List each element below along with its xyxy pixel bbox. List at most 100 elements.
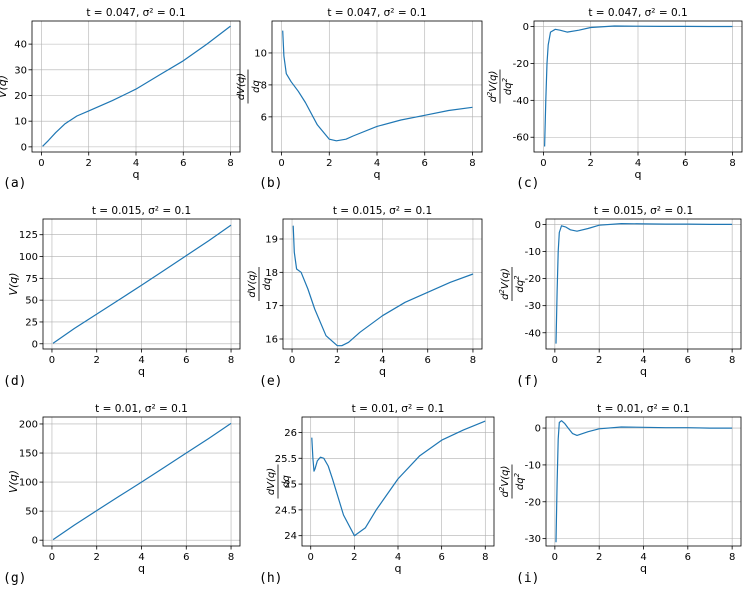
y-tick-label: 25 (25, 317, 38, 328)
y-tick-label: 25 (284, 480, 297, 491)
x-axis-label: q (374, 168, 381, 181)
x-axis-label: q (635, 168, 642, 181)
x-tick-label: 4 (138, 355, 144, 366)
chart-title: t = 0.047, σ² = 0.1 (588, 7, 687, 19)
panel-label: (f) (516, 374, 539, 389)
panel-label: (i) (516, 571, 539, 586)
subplot-6: 0 2 4 6 8 -40 -30 -20 -10 0 t = 0.015, σ² = 0.1 q d2… (498, 205, 742, 389)
y-label-denominator: dq (262, 278, 273, 291)
x-axis-label: q (640, 562, 647, 575)
y-tick-label: 125 (19, 230, 38, 241)
y-axis-label: dV(q) dq (236, 69, 262, 104)
x-tick-label: 4 (640, 355, 646, 366)
y-label-denominator: dq (281, 475, 292, 488)
x-tick-label: 2 (326, 158, 332, 169)
x-axis-label: q (138, 365, 145, 378)
x-tick-label: 6 (682, 158, 688, 169)
y-tick-label: 75 (25, 274, 38, 285)
chart-title: t = 0.01, σ² = 0.1 (597, 403, 690, 415)
y-label-denominator: dq2 (513, 472, 526, 490)
x-tick-label: 2 (596, 552, 602, 563)
x-tick-label: 6 (183, 552, 189, 563)
series-line (282, 30, 473, 142)
x-tick-label: 6 (183, 355, 189, 366)
x-tick-label: 6 (438, 552, 444, 563)
y-tick-label: -40 (525, 328, 541, 339)
x-tick-label: 4 (138, 552, 144, 563)
subplot-1: 0 2 4 6 8 0 10 20 30 40 t = 0.047, σ² = 0.1 q V(q) (a… (0, 7, 241, 191)
y-tick-label: 50 (25, 507, 38, 518)
y-tick-label: -30 (525, 301, 541, 312)
y-tick-label: -60 (513, 133, 529, 144)
y-tick-label: -10 (525, 460, 541, 471)
x-tick-label: 4 (640, 552, 646, 563)
x-tick-label: 0 (308, 552, 314, 563)
x-tick-label: 6 (180, 158, 186, 169)
series-line (555, 420, 733, 543)
y-label-denominator: dq2 (513, 275, 526, 293)
panel-label: (e) (259, 374, 282, 389)
x-tick-label: 6 (685, 552, 691, 563)
chart-title: t = 0.015, σ² = 0.1 (92, 205, 191, 217)
x-tick-label: 8 (470, 355, 476, 366)
series-line (292, 225, 474, 347)
y-axis-label: V(q) (7, 470, 20, 493)
series-line (311, 420, 486, 537)
x-tick-label: 2 (94, 355, 100, 366)
y-tick-label: 10 (254, 48, 267, 59)
panel-label: (a) (3, 176, 26, 191)
panel-label: (h) (259, 571, 282, 586)
panel-label: (g) (3, 571, 26, 586)
y-tick-label: 0 (535, 424, 541, 435)
y-tick-label: 19 (265, 235, 278, 246)
x-tick-label: 4 (379, 355, 385, 366)
x-tick-label: 6 (685, 355, 691, 366)
x-tick-label: 8 (729, 552, 735, 563)
x-axis-label: q (640, 365, 647, 378)
y-tick-label: 17 (265, 301, 278, 312)
y-tick-label: 200 (19, 419, 38, 430)
x-tick-label: 2 (86, 158, 92, 169)
series-line (555, 223, 733, 344)
x-axis-label: q (133, 168, 140, 181)
y-label-numerator: dV(q) (247, 270, 258, 297)
chart-title: t = 0.01, σ² = 0.1 (95, 403, 188, 415)
y-axis-label: dV(q) dq (247, 267, 273, 301)
subplot-4: 0 2 4 6 8 0 25 50 75 100 125 t = 0.015, σ² = 0.1 q V(… (3, 205, 241, 389)
y-tick-label: -40 (513, 96, 529, 107)
subplot-7: 0 2 4 6 8 0 50 100 150 200 t = 0.01, σ² = 0.1 q V(q)… (3, 403, 241, 586)
panel-label: (c) (516, 176, 539, 191)
x-tick-label: 0 (540, 158, 546, 169)
x-tick-label: 8 (729, 355, 735, 366)
y-label-numerator: d2V(q) (486, 71, 499, 103)
x-tick-label: 0 (278, 158, 284, 169)
chart-title: t = 0.015, σ² = 0.1 (333, 205, 432, 217)
x-tick-label: 2 (351, 552, 357, 563)
x-tick-label: 8 (228, 355, 234, 366)
y-axis-label: dV(q) dq (266, 464, 292, 499)
subplot-5: 0 2 4 6 8 16 17 18 19 t = 0.015, σ² = 0.1 q dV(q) dq… (247, 205, 483, 389)
x-axis-label: q (379, 365, 386, 378)
x-tick-label: 0 (49, 552, 55, 563)
subplot-3: 0 2 4 6 8 -60 -40 -20 0 t = 0.047, σ² = 0.1 q d2V(q… (486, 7, 743, 191)
y-tick-label: 26 (284, 428, 297, 439)
chart-title: t = 0.047, σ² = 0.1 (86, 7, 185, 19)
y-tick-label: 0 (32, 339, 38, 350)
series-line (42, 25, 231, 147)
x-tick-label: 4 (374, 158, 380, 169)
x-tick-label: 8 (227, 158, 233, 169)
y-tick-label: 0 (523, 22, 529, 33)
y-tick-label: -20 (525, 274, 541, 285)
y-tick-label: 150 (19, 449, 38, 460)
x-tick-label: 0 (38, 158, 44, 169)
y-tick-label: 16 (265, 335, 278, 346)
chart-title: t = 0.01, σ² = 0.1 (352, 403, 445, 415)
series-line (52, 224, 232, 344)
y-tick-label: 25.5 (275, 454, 297, 465)
y-tick-label: 24 (284, 531, 297, 542)
y-tick-label: -10 (525, 247, 541, 258)
y-label-numerator: d2V(q) (498, 466, 511, 498)
x-axis-label: q (138, 562, 145, 575)
